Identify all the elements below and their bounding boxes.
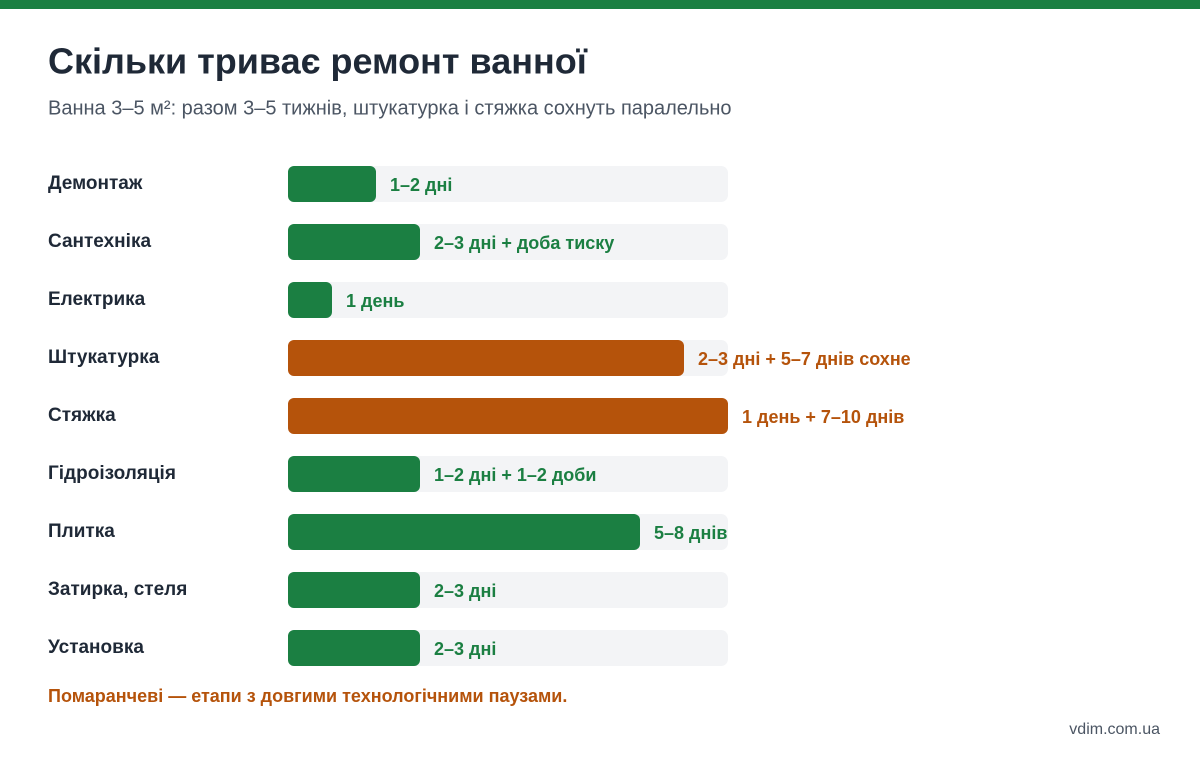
chart-subtitle: Ванна 3–5 м²: разом 3–5 тижнів, штукатур… <box>48 97 732 119</box>
category-label: Штукатурка <box>48 347 160 368</box>
chart-title: Скільки триває ремонт ванної <box>48 41 588 82</box>
bar <box>288 514 640 550</box>
category-label: Стяжка <box>48 405 116 426</box>
category-label: Затирка, стеля <box>48 579 187 600</box>
category-label: Плитка <box>48 521 115 542</box>
value-label: 1–2 дні <box>390 175 452 195</box>
value-label: 1 день + 7–10 днів <box>742 407 904 427</box>
bar <box>288 398 728 434</box>
bar <box>288 630 420 666</box>
bar <box>288 572 420 608</box>
category-label: Електрика <box>48 289 146 310</box>
bar-track <box>288 282 728 318</box>
bar <box>288 282 332 318</box>
category-label: Сантехніка <box>48 231 151 252</box>
value-label: 2–3 дні <box>434 639 496 659</box>
value-label: 2–3 дні + доба тиску <box>434 233 614 253</box>
value-label: 1–2 дні + 1–2 доби <box>434 465 596 485</box>
category-label: Демонтаж <box>48 173 143 194</box>
value-label: 2–3 дні + 5–7 днів сохне <box>698 349 911 369</box>
bar-track <box>288 166 728 202</box>
value-label: 1 день <box>346 291 404 311</box>
value-label: 5–8 днів <box>654 523 727 543</box>
category-label: Гідроізоляція <box>48 463 176 484</box>
bar <box>288 456 420 492</box>
value-label: 2–3 дні <box>434 581 496 601</box>
source: vdim.com.ua <box>1069 721 1160 738</box>
bar <box>288 166 376 202</box>
note: Помаранчеві — етапи з довгими технологіч… <box>48 686 567 706</box>
bar <box>288 340 684 376</box>
category-label: Установка <box>48 637 144 658</box>
top-strip <box>0 0 1200 9</box>
bar <box>288 224 420 260</box>
